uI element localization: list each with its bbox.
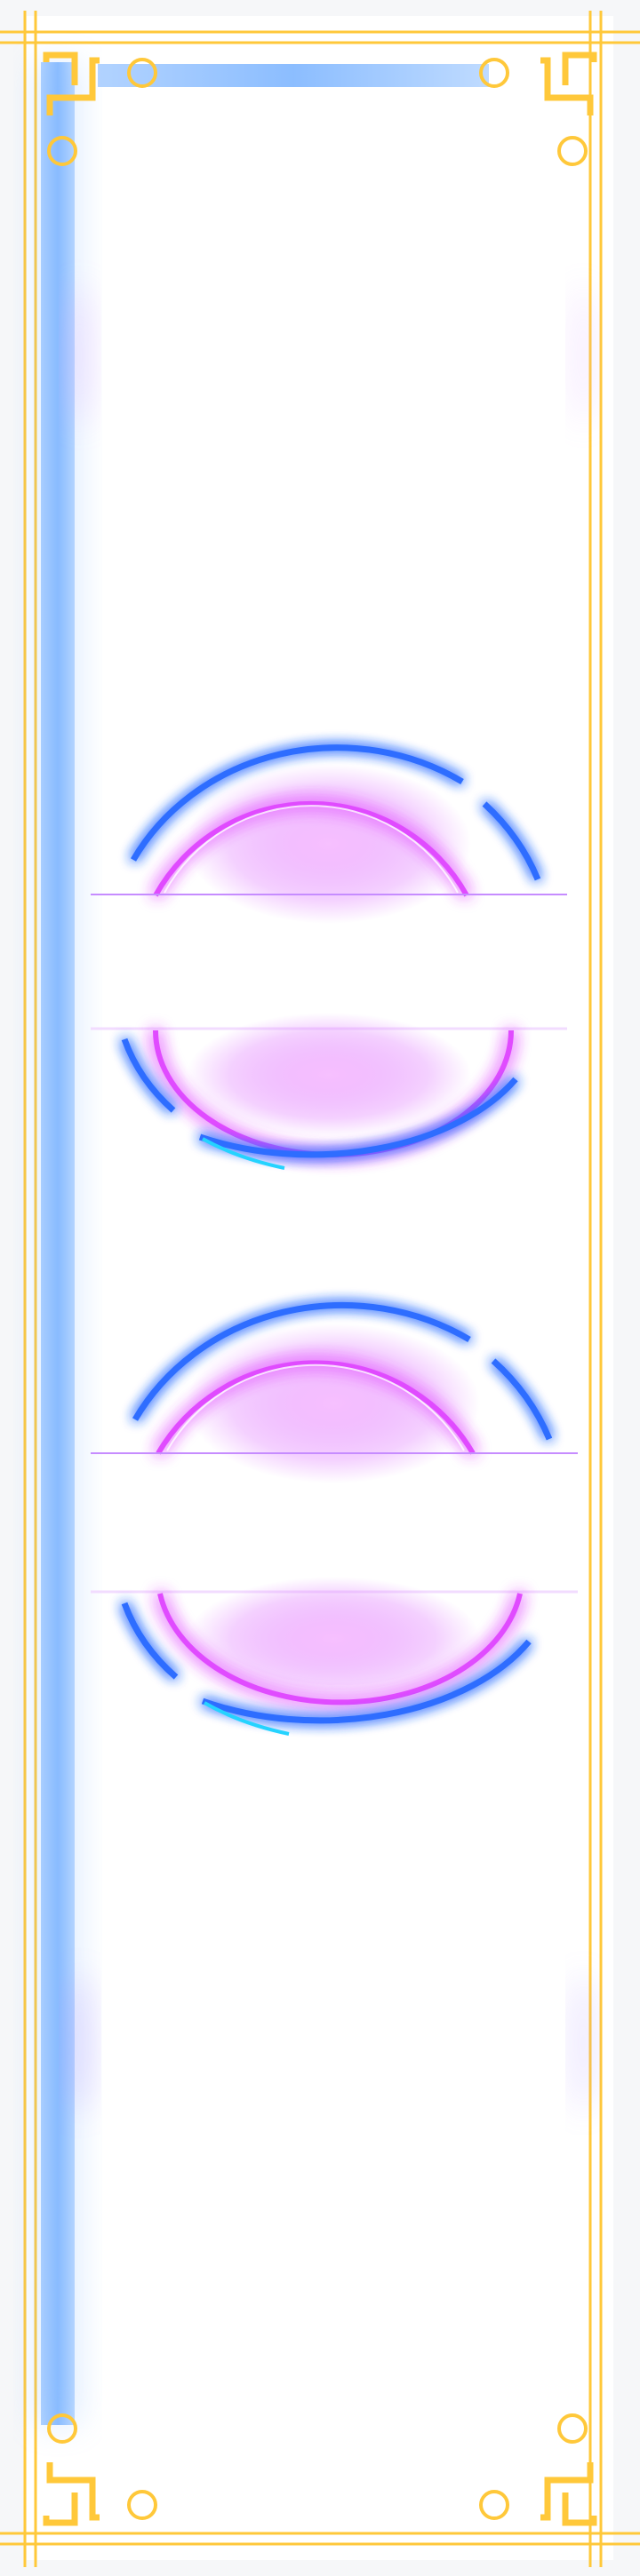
corner-top-right	[479, 52, 597, 166]
neon-group-2	[86, 1301, 582, 1736]
corner-bottom-right	[479, 2413, 597, 2526]
corner-bottom-left	[43, 2413, 157, 2526]
top-blue-bar	[98, 64, 489, 87]
gold-border	[0, 11, 640, 2567]
content-panel	[27, 16, 613, 2560]
neon-group-1	[86, 744, 572, 1170]
corner-top-left	[43, 52, 157, 166]
